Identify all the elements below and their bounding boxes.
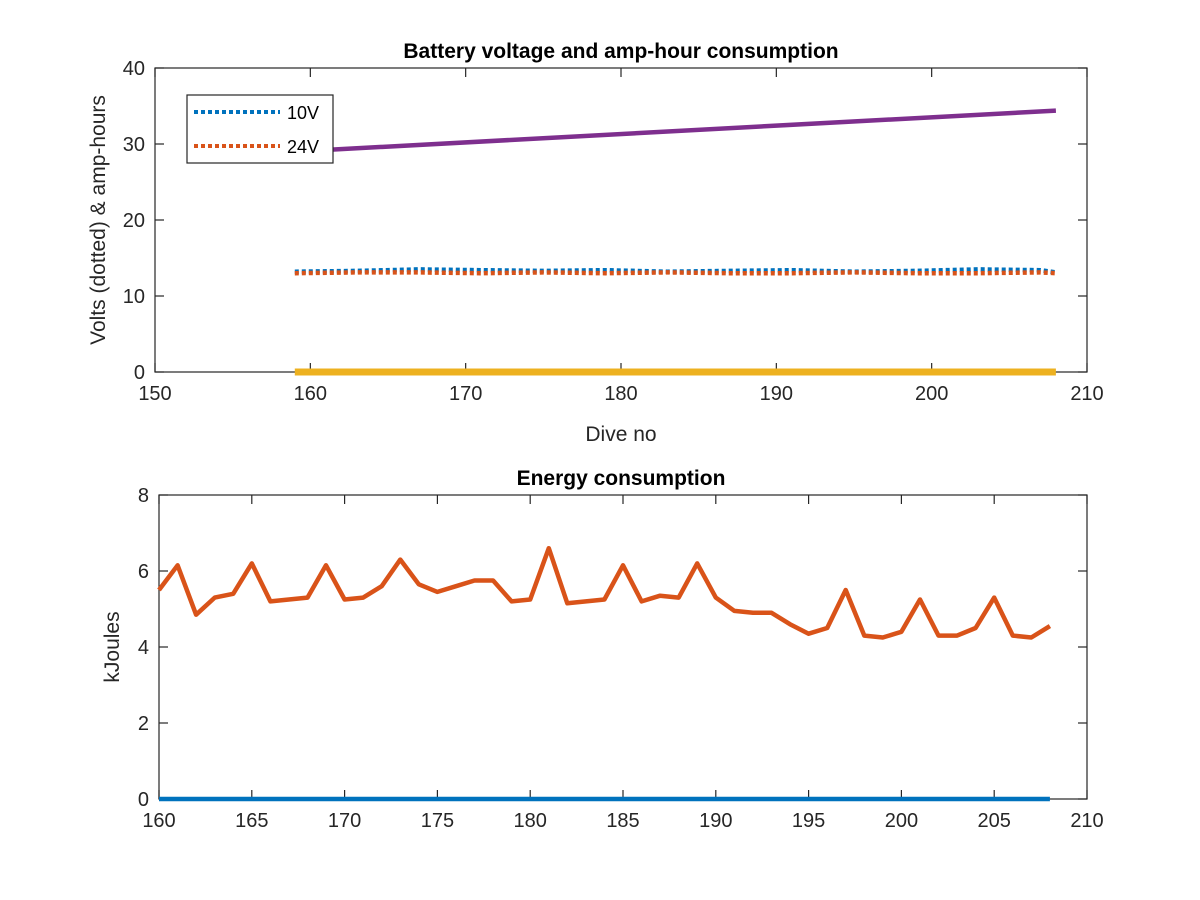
legend-box: [186, 94, 334, 164]
y-tick-label: 0: [138, 789, 149, 811]
y-axis-label-energy: kJoules: [101, 611, 124, 682]
x-tick-label: 190: [760, 383, 793, 405]
x-tick-label: 180: [514, 810, 547, 832]
y-tick-label: 40: [123, 58, 145, 80]
x-tick-label: 185: [606, 810, 639, 832]
x-tick-label: 210: [1070, 810, 1103, 832]
x-tick-label: 160: [142, 810, 175, 832]
x-tick-label: 175: [421, 810, 454, 832]
plot-area-energy: [158, 494, 1088, 800]
series-group-energy: [157, 545, 1052, 802]
y-tick-label: 6: [138, 561, 149, 583]
x-tick-label: 160: [294, 383, 327, 405]
series-energy-line: [157, 545, 1052, 640]
series-amp-hours-line: [294, 108, 1057, 154]
x-tick-label: 195: [792, 810, 825, 832]
ticks-energy: 160 165 170 175 180 185 190 195 200 205 210 0 2 4 6 8: [138, 485, 1104, 832]
x-axis-label-battery: Dive no: [585, 423, 656, 446]
x-tick-label: 165: [235, 810, 268, 832]
x-tick-label: 170: [328, 810, 361, 832]
legend-label-10v: 10V: [287, 103, 319, 123]
x-tick-label: 170: [449, 383, 482, 405]
legend: 10V 24V: [186, 94, 334, 164]
y-tick-label: 10: [123, 286, 145, 308]
x-tick-label: 150: [138, 383, 171, 405]
x-tick-label: 180: [604, 383, 637, 405]
legend-label-24v: 24V: [287, 137, 319, 157]
series-group-battery: [294, 108, 1057, 376]
x-tick-label: 210: [1070, 383, 1103, 405]
x-tick-label: 200: [885, 810, 918, 832]
series-10v-line: [294, 267, 1057, 275]
y-tick-label: 4: [138, 637, 149, 659]
series-24v-line: [294, 270, 1057, 276]
y-tick-label: 8: [138, 485, 149, 507]
x-tick-label: 200: [915, 383, 948, 405]
y-tick-label: 2: [138, 713, 149, 735]
y-tick-label: 20: [123, 210, 145, 232]
chart-battery: Battery voltage and amp-hour consumption…: [87, 40, 1104, 446]
x-tick-label: 205: [978, 810, 1011, 832]
y-tick-label: 30: [123, 134, 145, 156]
chart-energy: Energy consumption kJoules 160 165 170 175 1…: [101, 467, 1104, 832]
chart-title-battery: Battery voltage and amp-hour consumption: [403, 40, 838, 63]
x-tick-label: 190: [699, 810, 732, 832]
y-axis-label-battery: Volts (dotted) & amp-hours: [87, 95, 110, 345]
chart-title-energy: Energy consumption: [517, 467, 726, 490]
y-tick-label: 0: [134, 362, 145, 384]
